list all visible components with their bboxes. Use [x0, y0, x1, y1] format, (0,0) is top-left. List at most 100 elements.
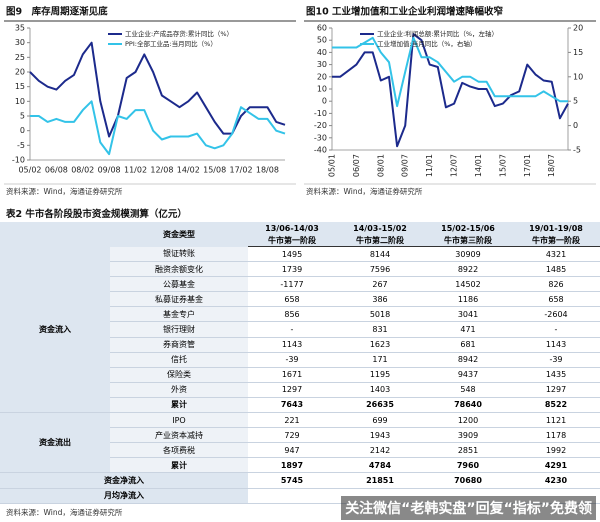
table-row: 累计 7643 26635 78640 8522: [0, 397, 600, 414]
series-line: [332, 33, 569, 148]
cell-value: 1195: [336, 367, 424, 383]
cell-value: -39: [248, 352, 336, 368]
x-tick-label: 15/08: [203, 166, 226, 175]
table-row: 公募基金 -1177 267 14502 826: [0, 276, 600, 293]
x-tick-label: 17/02: [230, 166, 253, 175]
row-label: 融资余额变化: [110, 261, 248, 278]
source-note: 资料来源：Wind，海通证券研究所: [6, 508, 123, 517]
cell-value: 1671: [248, 367, 336, 383]
x-tick-label: 06/08: [45, 166, 68, 175]
cell-value: 4291: [512, 457, 600, 474]
y-tick-label: 35: [15, 24, 25, 33]
x-tick-label: 14/02: [177, 166, 200, 175]
cell-value: 681: [424, 337, 512, 353]
y-tick-label: 10: [317, 85, 327, 94]
x-tick-label: 11/02: [124, 166, 147, 175]
x-tick-label: 17/01: [523, 154, 532, 177]
table-row: 基金专户 856 5018 3041 -2604: [0, 306, 600, 323]
table-title: 表2 牛市各阶段股市资金规模测算（亿元）: [6, 209, 187, 220]
row-label: 公募基金: [110, 276, 248, 293]
y2-tick-label: 0: [573, 121, 578, 130]
y-tick-label: -20: [314, 121, 327, 130]
y-tick-label: 0: [322, 97, 327, 106]
cell-value: 3041: [424, 306, 512, 323]
series-line: [29, 41, 286, 138]
x-tick-label: 14/01: [474, 154, 483, 177]
cell-value: 1121: [512, 412, 600, 429]
cell-value: 658: [512, 291, 600, 308]
table-row: 各项费税 947 2142 2851 1992: [0, 442, 600, 459]
cell-value: 5018: [336, 306, 424, 323]
y-tick-label: 30: [15, 38, 25, 47]
y-tick-label: -10: [12, 156, 25, 165]
legend-label: 工业企业:利润总额:累计同比（%，左轴）: [377, 29, 498, 38]
cell-value: 2142: [336, 442, 424, 459]
cell-value: 386: [336, 291, 424, 308]
y2-tick-label: 20: [573, 24, 583, 33]
row-label: 外资: [110, 382, 248, 398]
cell-value: 4230: [512, 472, 600, 489]
cell-value: 1297: [248, 382, 336, 398]
table-row: 资金净流入 5745 21851 70680 4230: [0, 472, 600, 489]
cell-value: 831: [336, 321, 424, 338]
figure-title: 图9 库存周期逐渐见底: [6, 6, 108, 18]
table-row: 券商资管 1143 1623 681 1143: [0, 337, 600, 353]
header-cell: 资金类型: [110, 222, 248, 247]
cell-value: -39: [512, 352, 600, 368]
cell-value: 30909: [424, 246, 512, 263]
row-label: 各项费税: [110, 442, 248, 459]
y2-tick-label: 5: [573, 97, 578, 106]
cell-value: 1403: [336, 382, 424, 398]
x-tick-label: 18/08: [256, 166, 279, 175]
cell-value: 1485: [512, 261, 600, 278]
cell-value: 1739: [248, 261, 336, 278]
x-tick-label: 09/08: [98, 166, 121, 175]
period-phase: 牛市第一阶段: [512, 234, 600, 247]
cell-value: 7960: [424, 457, 512, 474]
y-tick-label: 20: [317, 72, 327, 81]
cell-value: 729: [248, 427, 336, 444]
period-phase: 牛市第一阶段: [248, 234, 336, 247]
table: 资金类型 13/06-14/03 14/03-15/02 15/02-15/06 19/…: [0, 222, 600, 504]
x-tick-label: 09/07: [401, 154, 410, 177]
cell-value: 856: [248, 306, 336, 323]
y-tick-label: 20: [15, 68, 25, 77]
row-label: 累计: [110, 457, 248, 474]
x-tick-label: 08/01: [376, 154, 385, 177]
period-range: 13/06-14/03: [248, 222, 336, 234]
cell-value: 70680: [424, 472, 512, 489]
row-label: 累计: [110, 397, 248, 414]
cell-value: 947: [248, 442, 336, 459]
cell-value: 699: [336, 412, 424, 429]
y-tick-label: 0: [20, 126, 25, 135]
cell-value: 4321: [512, 246, 600, 263]
header-row: 牛市第一阶段 牛市第二阶段 牛市第三阶段 牛市第一阶段: [0, 234, 600, 247]
cell-value: 221: [248, 412, 336, 429]
cell-value: 1178: [512, 427, 600, 444]
cell-value: 826: [512, 276, 600, 293]
table-row: 产业资本减持 729 1943 3909 1178: [0, 427, 600, 444]
cell-value: 1623: [336, 337, 424, 353]
period-range: 14/03-15/02: [336, 222, 424, 234]
y-tick-label: 15: [15, 82, 25, 91]
cell-value: 548: [424, 382, 512, 398]
x-tick-label: 08/02: [71, 166, 94, 175]
cell-value: 1143: [512, 337, 600, 353]
table-row: 私募证券基金 658 386 1186 658: [0, 291, 600, 308]
table-row: 保险类 1671 1195 9437 1435: [0, 367, 600, 383]
y-tick-label: 60: [317, 24, 327, 33]
period-phase: 牛市第三阶段: [424, 234, 512, 247]
group-label: 资金流出: [0, 412, 110, 474]
cell-value: 9437: [424, 367, 512, 383]
series-line: [30, 100, 286, 156]
legend-label: 工业增加值:当月同比（%，右轴）: [377, 39, 476, 48]
cell-value: 1200: [424, 412, 512, 429]
cell-value: -1177: [248, 276, 336, 293]
series-line: [332, 36, 568, 108]
table-row: 累计 1897 4784 7960 4291: [0, 457, 600, 474]
y-tick-label: -40: [314, 146, 327, 155]
cell-value: 1186: [424, 291, 512, 308]
header-row: 资金类型 13/06-14/03 14/03-15/02 15/02-15/06 19/…: [0, 222, 600, 247]
